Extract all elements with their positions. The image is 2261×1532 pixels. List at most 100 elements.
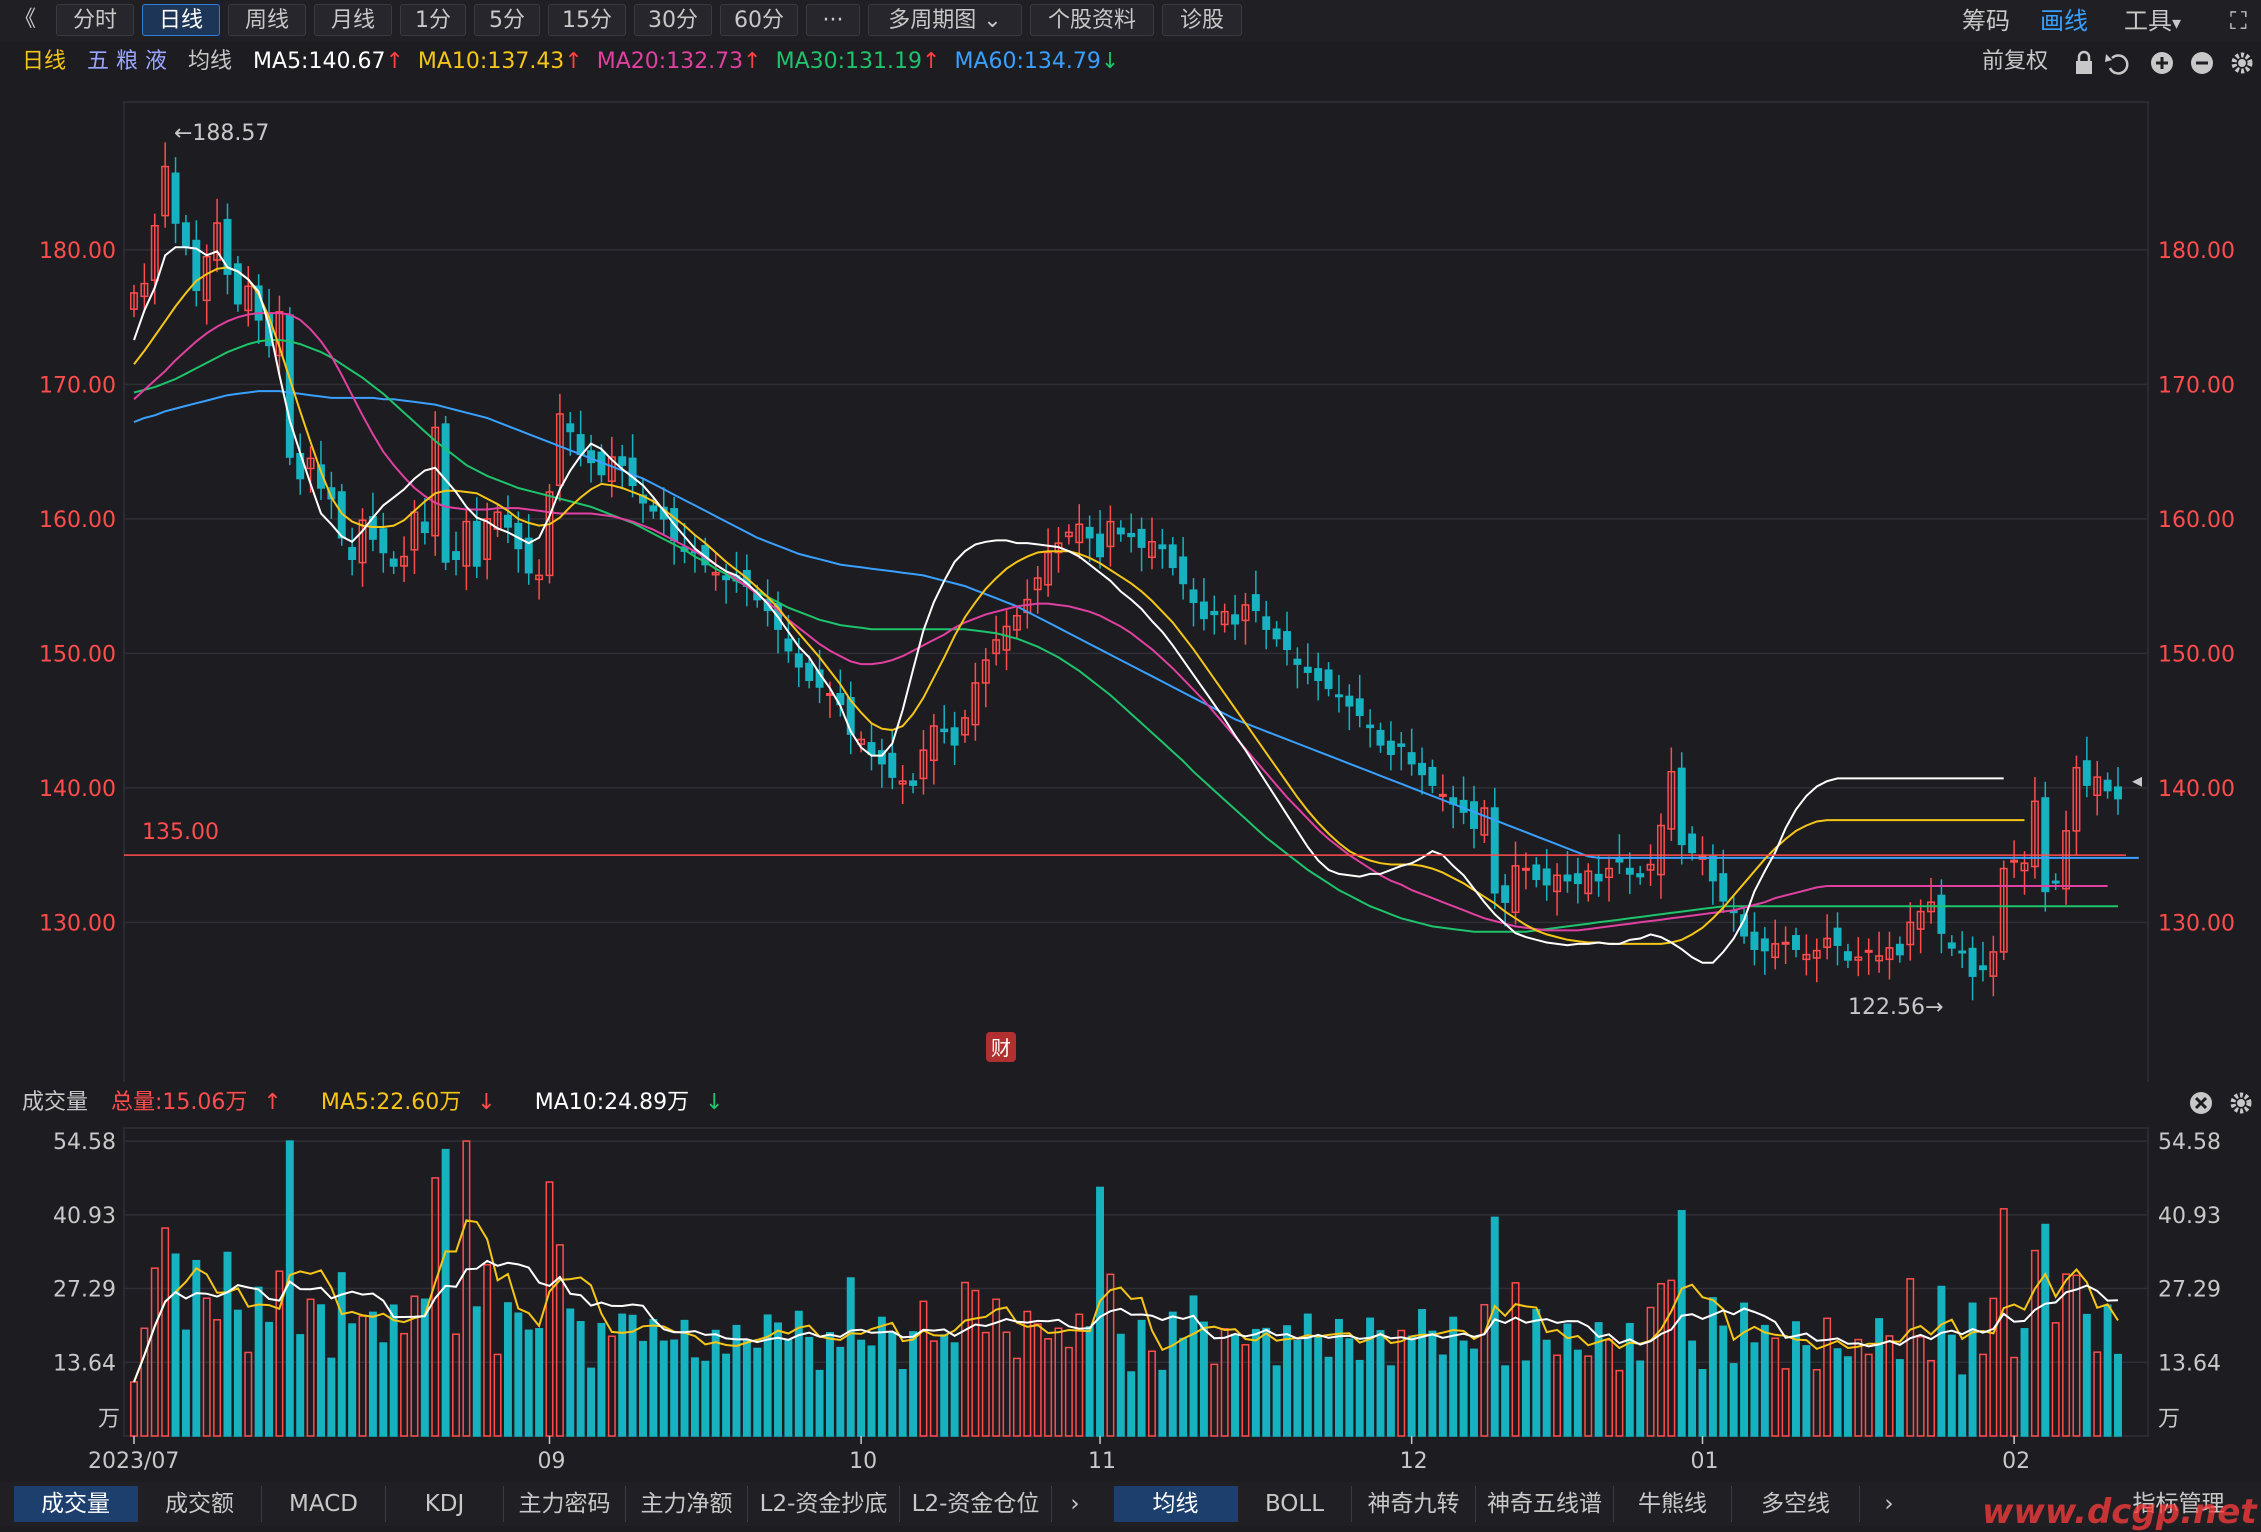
back-button[interactable]: 《 <box>13 7 36 32</box>
tab-7[interactable]: 30分 <box>634 4 712 36</box>
volume-bar <box>2072 1274 2081 1437</box>
candle-body <box>1012 614 1021 631</box>
ma30-line <box>133 339 2118 933</box>
volume-frame <box>123 1127 2149 1437</box>
lock-icon[interactable] <box>2076 50 2092 74</box>
volume-bar <box>1760 1324 1769 1437</box>
candle-body <box>1334 694 1343 698</box>
volume-bar <box>317 1304 325 1437</box>
candle <box>1885 931 1894 980</box>
chips-button[interactable]: 筹码 <box>1962 7 2010 35</box>
candle-body <box>1792 935 1800 950</box>
tab-8[interactable]: 60分 <box>720 4 798 36</box>
next-tabs-icon[interactable]: › <box>1070 1491 1080 1517</box>
volume-bars <box>130 1140 2122 1437</box>
volume-bar <box>794 1310 803 1437</box>
tab-12[interactable]: 诊股 <box>1162 4 1242 36</box>
candle <box>348 527 357 576</box>
tools-label: 工具 <box>2124 7 2172 35</box>
indicator-manage-button[interactable]: 指标管理 <box>2132 1491 2225 1517</box>
close-icon[interactable] <box>2190 1092 2212 1114</box>
candle <box>140 263 149 313</box>
indicator-tab-5[interactable]: 主力净额 <box>626 1486 748 1522</box>
overlay-tab-0[interactable]: 均线 <box>1114 1486 1238 1522</box>
fullscreen-icon[interactable]: ⛶ <box>2230 7 2247 35</box>
zoom-out-icon[interactable] <box>2191 52 2213 74</box>
volume-bar <box>1386 1365 1395 1437</box>
candle-body <box>1854 956 1863 961</box>
volume-bar <box>1792 1321 1800 1437</box>
settings-icon[interactable] <box>2230 1092 2252 1114</box>
candle <box>940 705 949 744</box>
volume-bar <box>2051 1322 2060 1437</box>
tools-button[interactable]: 工具▾ <box>2124 0 2181 42</box>
candle-body <box>649 505 658 512</box>
overlay-tab-3[interactable]: 神奇五线谱 <box>1476 1486 1614 1522</box>
tab-3[interactable]: 月线 <box>314 4 392 36</box>
draw-button[interactable]: 画线 <box>2040 7 2088 35</box>
ma-label[interactable]: 均线 <box>188 49 233 74</box>
volume-bar <box>1366 1317 1375 1437</box>
volume-bar <box>639 1340 647 1437</box>
tab-9[interactable]: ··· <box>806 4 860 36</box>
tab-4[interactable]: 1分 <box>400 4 466 36</box>
ma-value: MA30:131.19 <box>775 49 923 74</box>
candle-body <box>1656 824 1665 876</box>
overlay-tab-4[interactable]: 牛熊线 <box>1614 1486 1732 1522</box>
tab-11[interactable]: 个股资料 <box>1030 4 1154 36</box>
indicator-tab-3[interactable]: KDJ <box>386 1486 504 1522</box>
tab-1[interactable]: 日线 <box>142 4 220 36</box>
indicator-tab-7[interactable]: L2-资金仓位 <box>900 1486 1052 1522</box>
zoom-in-icon[interactable] <box>2151 52 2173 74</box>
price-tick-right: 180.00 <box>2158 239 2235 264</box>
adjust-button[interactable]: 前复权 <box>1982 49 2049 74</box>
volume-bar <box>1563 1323 1572 1437</box>
candle-body <box>1147 541 1156 558</box>
candle <box>555 393 564 502</box>
financial-report-icon[interactable] <box>986 1032 1016 1062</box>
candle-body <box>1262 616 1271 630</box>
undo-icon[interactable] <box>2105 54 2129 75</box>
candle <box>1781 926 1790 965</box>
top-toolbar: 《 分时 日线 周线 月线 1分 5分 15分 30分 60分 ··· 多周期图 ⌄ 个股资料 诊股 筹… <box>0 0 2261 42</box>
indicator-tab-0[interactable]: 成交量 <box>14 1486 138 1522</box>
volume-bar <box>441 1148 450 1437</box>
settings-icon[interactable] <box>2231 52 2253 74</box>
tab-5[interactable]: 5分 <box>474 4 540 36</box>
candle-body <box>1033 577 1042 591</box>
candle-body <box>1563 874 1572 882</box>
indicator-tab-4[interactable]: 主力密码 <box>504 1486 626 1522</box>
tab-2[interactable]: 周线 <box>228 4 306 36</box>
candle <box>1812 938 1821 983</box>
low-price-label: 122.56→ <box>1848 995 1943 1020</box>
candle-body <box>1293 658 1302 665</box>
tab-6[interactable]: 15分 <box>548 4 626 36</box>
candle-body <box>1521 867 1530 871</box>
candle <box>1054 526 1063 573</box>
candle <box>1075 504 1084 559</box>
volume-bar <box>815 1369 824 1437</box>
tab-0[interactable]: 分时 <box>56 4 134 36</box>
volume-bar <box>1106 1273 1115 1437</box>
overlay-tab-2[interactable]: 神奇九转 <box>1352 1486 1476 1522</box>
tab-10[interactable]: 多周期图 ⌄ <box>868 4 1022 36</box>
next-overlay-icon[interactable]: › <box>1884 1491 1894 1517</box>
candle <box>618 444 627 490</box>
overlay-tab-1[interactable]: BOLL <box>1238 1486 1352 1522</box>
candle-body <box>1937 894 1946 934</box>
candle-body <box>161 165 170 217</box>
volume-bar <box>327 1357 336 1437</box>
volume-chart[interactable]: 54.58 54.58 40.93 40.93 27.29 27.29 13.64 13.64… <box>0 1122 2261 1482</box>
volume-bar <box>992 1298 1001 1437</box>
indicator-tab-6[interactable]: L2-资金抄底 <box>748 1486 900 1522</box>
indicator-tab-2[interactable]: MACD <box>262 1486 386 1522</box>
price-chart[interactable]: 180.00 180.00 170.00 170.00 160.00 160.00 150.… <box>0 82 2261 1082</box>
volume-bar <box>2010 1356 2019 1437</box>
volume-bar <box>742 1339 751 1437</box>
candle <box>1137 517 1146 572</box>
candle-body <box>1407 752 1416 765</box>
volume-bar <box>1646 1306 1655 1437</box>
candle <box>929 713 938 785</box>
overlay-tab-5[interactable]: 多空线 <box>1732 1486 1860 1522</box>
indicator-tab-1[interactable]: 成交额 <box>138 1486 262 1522</box>
